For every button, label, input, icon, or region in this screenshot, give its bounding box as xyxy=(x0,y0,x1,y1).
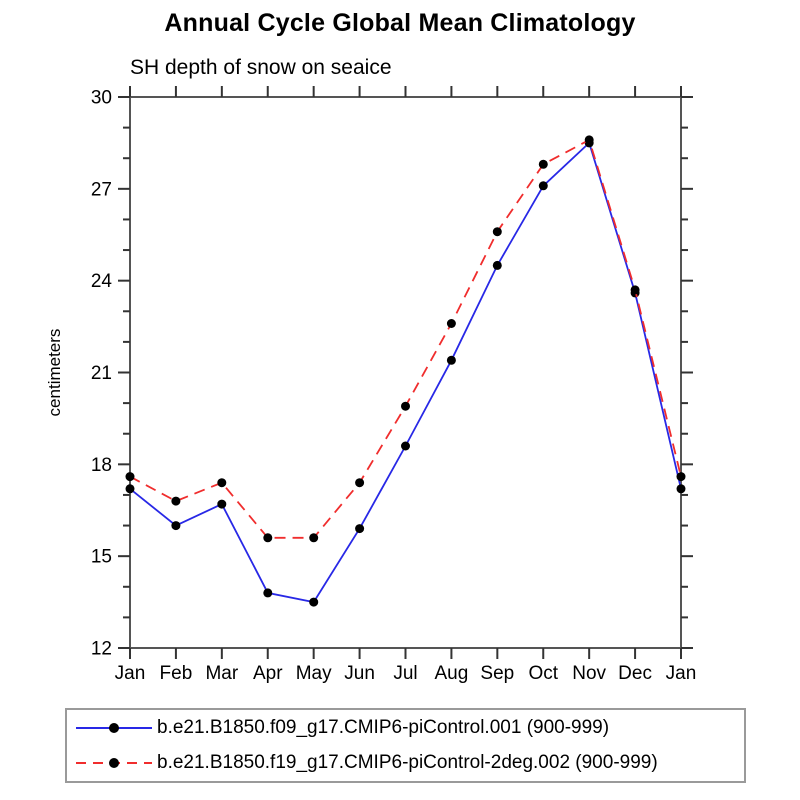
series-markers-1 xyxy=(125,135,686,543)
x-tick-label: Dec xyxy=(618,663,652,684)
series-line-1 xyxy=(129,138,682,539)
legend-line-sample-solid xyxy=(76,722,152,734)
data-point-marker xyxy=(263,533,273,543)
series-line-0 xyxy=(129,141,682,604)
data-point-marker xyxy=(217,499,227,509)
y-axis-title: centimeters xyxy=(45,329,64,417)
x-tick-label: Nov xyxy=(572,663,606,684)
axis-labels: Jan Feb Mar Apr May Jun Jul Aug Sep Oct Nov Dec Jan1… xyxy=(45,88,696,685)
data-point-marker xyxy=(355,478,365,488)
chart-subtitle: SH depth of snow on seaice xyxy=(130,56,392,79)
circle-marker-icon xyxy=(109,723,119,734)
axis-ticks xyxy=(118,86,693,659)
x-tick-label: May xyxy=(296,663,332,684)
data-point-marker xyxy=(309,533,319,543)
legend-item-f09: b.e21.B1850.f09_g17.CMIP6-piControl.001 … xyxy=(76,712,744,744)
legend-line-sample-dashed xyxy=(76,757,152,769)
data-point-marker xyxy=(401,441,410,451)
data-point-marker xyxy=(630,285,640,295)
data-point-marker xyxy=(263,588,273,598)
data-point-marker xyxy=(355,524,365,534)
x-tick-label: Jun xyxy=(344,663,375,684)
data-point-marker xyxy=(309,597,319,607)
data-point-marker xyxy=(492,260,502,270)
x-tick-label: Apr xyxy=(253,663,283,684)
x-tick-label: Sep xyxy=(480,663,514,684)
legend-box: b.e21.B1850.f09_g17.CMIP6-piControl.001 … xyxy=(65,708,746,783)
x-tick-label: Mar xyxy=(205,663,238,684)
y-tick-label: 30 xyxy=(91,88,112,109)
series-markers-0 xyxy=(125,138,686,607)
data-point-marker xyxy=(446,355,456,365)
data-point-marker xyxy=(676,484,686,494)
data-point-marker xyxy=(171,496,181,506)
data-point-marker xyxy=(217,478,227,488)
x-tick-label: Aug xyxy=(435,663,469,684)
legend-label-f09: b.e21.B1850.f09_g17.CMIP6-piControl.001 … xyxy=(157,717,610,739)
y-tick-label: 15 xyxy=(91,547,112,568)
data-point-marker xyxy=(492,227,502,237)
plot-frame xyxy=(129,96,682,649)
x-tick-label: Feb xyxy=(160,663,193,684)
y-tick-label: 21 xyxy=(91,363,112,384)
data-point-marker xyxy=(125,472,135,482)
data-point-marker xyxy=(676,472,686,482)
x-tick-label: Oct xyxy=(528,663,558,684)
data-point-marker xyxy=(538,181,548,191)
data-point-marker xyxy=(171,521,181,531)
chart-title: Annual Cycle Global Mean Climatology xyxy=(164,9,636,37)
y-tick-label: 24 xyxy=(91,271,113,292)
legend-label-f19: b.e21.B1850.f19_g17.CMIP6-piControl-2deg… xyxy=(157,751,658,773)
data-point-marker xyxy=(584,135,594,145)
circle-marker-icon xyxy=(109,757,119,768)
y-tick-label: 12 xyxy=(91,639,112,660)
y-tick-label: 27 xyxy=(91,179,112,200)
data-point-marker xyxy=(125,484,135,494)
x-tick-label: Jul xyxy=(393,663,417,684)
y-tick-label: 18 xyxy=(91,455,112,476)
data-point-marker xyxy=(538,159,548,169)
legend-item-f19: b.e21.B1850.f19_g17.CMIP6-piControl-2deg… xyxy=(76,747,744,779)
x-tick-label: Jan xyxy=(115,663,146,684)
x-tick-label: Jan xyxy=(666,663,697,684)
data-point-marker xyxy=(446,319,456,328)
data-point-marker xyxy=(401,401,410,411)
